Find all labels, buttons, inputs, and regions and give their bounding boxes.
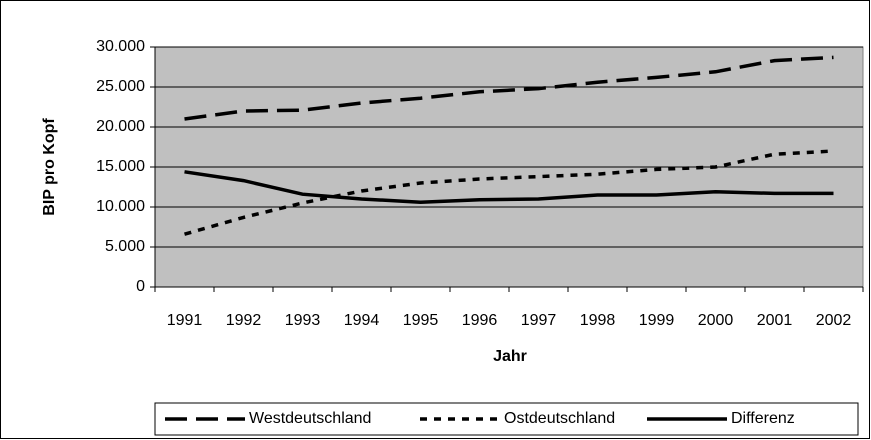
y-tick-label: 15.000 — [96, 158, 145, 175]
y-tick-label: 10.000 — [96, 198, 145, 215]
y-tick-label: 30.000 — [96, 38, 145, 55]
series-line — [184, 149, 834, 236]
legend-box — [154, 402, 859, 436]
x-tick-label: 1998 — [580, 312, 616, 329]
legend-label: Westdeutschland — [249, 410, 371, 427]
x-tick-label: 1995 — [403, 312, 439, 329]
x-tick-label: 1991 — [167, 312, 203, 329]
x-tick-label: 1996 — [462, 312, 498, 329]
x-axis-title: Jahr — [493, 348, 527, 365]
y-tick-label: 25.000 — [96, 78, 145, 95]
y-tick-label: 20.000 — [96, 118, 145, 135]
x-tick-label: 1992 — [226, 312, 262, 329]
x-tick-label: 1997 — [521, 312, 557, 329]
x-tick-label: 2001 — [757, 312, 793, 329]
x-tick-label: 1994 — [344, 312, 380, 329]
x-tick-label: 1993 — [285, 312, 321, 329]
y-axis-title: BIP pro Kopf — [41, 118, 58, 216]
x-tick-label: 2002 — [816, 312, 852, 329]
y-tick-label: 5.000 — [105, 238, 145, 255]
series-line — [184, 55, 834, 121]
legend-label: Ostdeutschland — [504, 410, 615, 427]
x-tick-label: 2000 — [698, 312, 734, 329]
legend-label: Differenz — [731, 410, 795, 427]
x-tick-label: 1999 — [639, 312, 675, 329]
series-line — [184, 170, 834, 204]
y-tick-label: 0 — [136, 278, 145, 295]
